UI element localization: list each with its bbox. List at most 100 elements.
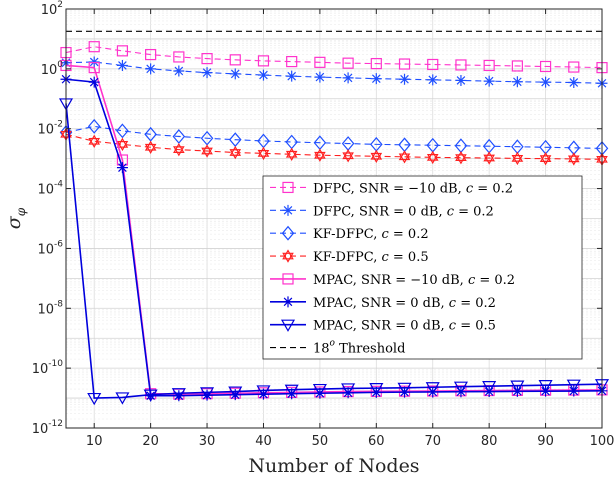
data-point [116, 45, 129, 57]
series-layer [58, 30, 610, 406]
data-point [342, 72, 354, 84]
y-tick-label: 10-2 [37, 120, 63, 138]
legend-label: MPAC, SNR = −10 dB, c = 0.2 [313, 273, 515, 288]
data-point [173, 65, 185, 77]
data-point [568, 77, 580, 89]
x-tick-label: 100 [590, 434, 615, 449]
data-point [510, 380, 525, 393]
axes [65, 8, 603, 429]
series-2 [60, 56, 608, 89]
data-point [538, 380, 553, 393]
data-point [314, 387, 326, 399]
data-point [342, 57, 354, 69]
data-point [173, 142, 185, 153]
data-point [427, 386, 439, 398]
data-point [201, 67, 213, 79]
data-point [342, 152, 354, 163]
data-point [539, 60, 552, 73]
data-point [568, 61, 580, 73]
data-point [566, 379, 581, 392]
data-point [88, 41, 100, 53]
data-point [426, 150, 439, 161]
data-point [229, 54, 241, 66]
data-point [88, 56, 100, 68]
legend-entry: DFPC, SNR = 0 dB, c = 0.2 [270, 204, 494, 219]
data-point [511, 60, 523, 72]
y-tick-label: 102 [41, 0, 63, 18]
data-point [116, 162, 128, 174]
data-point [511, 151, 524, 162]
data-point [453, 381, 468, 394]
data-point [88, 76, 100, 88]
data-point [399, 386, 411, 398]
data-point [314, 151, 326, 162]
legend-marker [282, 252, 294, 263]
legend-marker [282, 249, 294, 260]
data-point [286, 70, 298, 82]
data-point [370, 386, 382, 398]
data-point [284, 384, 299, 397]
legend-marker [282, 204, 294, 216]
data-point [229, 68, 241, 80]
y-tick-label: 10-12 [32, 419, 63, 437]
legend: DFPC, SNR = −10 dB, c = 0.2 DFPC, SNR = 0… [262, 175, 583, 360]
x-tick-label: 40 [255, 434, 272, 449]
data-point [483, 59, 495, 72]
data-point [455, 154, 467, 165]
data-point [427, 74, 439, 86]
x-tick-label: 50 [312, 434, 329, 449]
legend-marker [282, 181, 294, 194]
legend-label: MPAC, SNR = 0 dB, c = 0.5 [313, 319, 496, 334]
legend-label: 18o Threshold [313, 339, 405, 357]
data-point [143, 389, 158, 402]
legend-marker [282, 273, 294, 285]
data-point [229, 149, 242, 160]
legend-marker [281, 225, 295, 241]
legend-label: KF-DFPC, c = 0.5 [313, 250, 429, 265]
data-point [483, 151, 495, 162]
data-point [201, 147, 213, 158]
data-point [370, 57, 382, 70]
data-point [567, 152, 580, 163]
data-point [398, 58, 411, 70]
data-point [116, 123, 129, 139]
data-point [455, 150, 467, 161]
data-point [398, 153, 411, 164]
data-point [200, 387, 215, 400]
data-point [201, 53, 213, 65]
data-point [341, 383, 356, 396]
data-point [257, 69, 269, 81]
data-point [88, 134, 101, 145]
data-point [482, 381, 497, 394]
y-tick-label: 10-6 [37, 239, 63, 257]
data-point [201, 144, 213, 155]
data-point [567, 155, 580, 166]
data-point [397, 382, 412, 396]
legend-label: DFPC, SNR = 0 dB, c = 0.2 [313, 204, 494, 219]
data-point [257, 55, 270, 67]
data-point [171, 388, 186, 401]
data-point [540, 76, 552, 88]
data-point [144, 143, 157, 154]
data-point [369, 383, 384, 396]
data-point [116, 59, 128, 71]
data-point [88, 62, 100, 74]
data-point [539, 151, 552, 162]
legend-marker [282, 296, 294, 308]
data-point [539, 155, 552, 166]
series-line [65, 103, 603, 399]
series-7 [58, 98, 610, 406]
y-axis-label: σφ [3, 207, 28, 229]
legend-entry: MPAC, SNR = 0 dB, c = 0.2 [270, 296, 496, 311]
data-point [285, 147, 298, 158]
data-point [314, 56, 326, 68]
data-point [426, 154, 439, 165]
data-point [425, 382, 440, 395]
data-point [173, 390, 185, 402]
x-tick-label: 60 [368, 434, 385, 449]
data-point [257, 150, 270, 161]
data-point [116, 141, 129, 152]
series-line [65, 61, 603, 84]
data-point [286, 388, 298, 400]
